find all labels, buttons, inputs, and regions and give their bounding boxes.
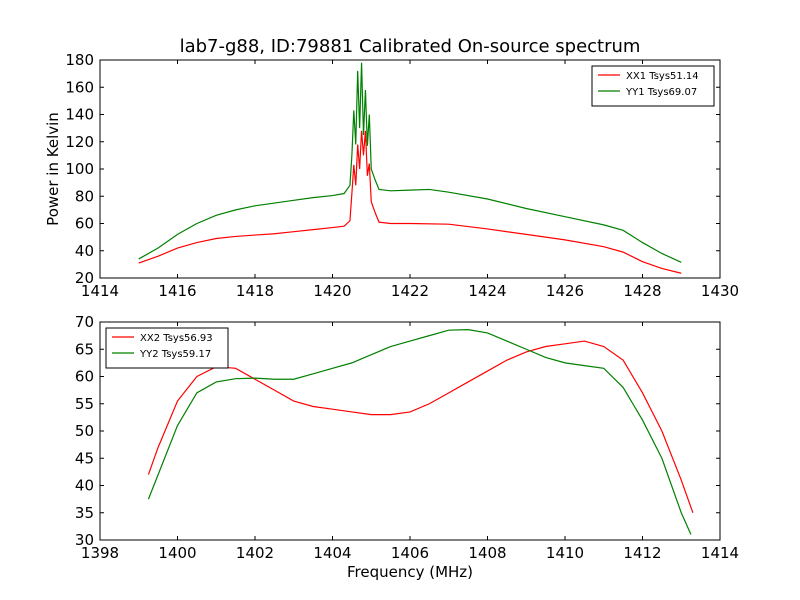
series-line-1: [147, 340, 694, 513]
legend: XX2 Tsys56.93 YY2 Tsys59.17: [105, 327, 229, 369]
x-tick-label: 1424: [468, 282, 506, 300]
y-tick-label: 65: [75, 340, 94, 358]
chart-panel-1: 1414 1416 1418 1420 1422 1424 1426 1428 1430 20 40…: [44, 36, 739, 300]
y-tick-label: 160: [65, 78, 94, 96]
x-tick-label: 1420: [313, 282, 351, 300]
y-tick-label: 70: [75, 313, 94, 331]
y-tick-label: 20: [75, 269, 94, 287]
y-tick-label: 30: [75, 531, 94, 549]
x-axis-label: Frequency (MHz): [347, 563, 473, 581]
x-tick-label: 1408: [468, 544, 506, 562]
legend-box: [591, 65, 715, 107]
y-tick-label: 50: [75, 422, 94, 440]
series-line-1: [138, 130, 682, 274]
x-tick-label: 1428: [623, 282, 661, 300]
x-tick-label: 1430: [701, 282, 739, 300]
y-tick-label: 45: [75, 449, 94, 467]
x-tick-label: 1414: [701, 544, 739, 562]
x-tick-label: 1410: [546, 544, 584, 562]
legend-label: XX1 Tsys51.14: [626, 71, 699, 82]
x-tick-label: 1404: [313, 544, 351, 562]
x-tick-label: 1400: [158, 544, 196, 562]
y-tick-label: 180: [65, 51, 94, 69]
y-tick-label: 40: [75, 477, 94, 495]
x-tick-label: 1418: [236, 282, 274, 300]
y-tick-label: 60: [75, 215, 94, 233]
x-tick-label: 1402: [236, 544, 274, 562]
y-tick-label: 120: [65, 133, 94, 151]
x-tick-label: 1406: [391, 544, 429, 562]
y-tick-label: 80: [75, 187, 94, 205]
y-tick-label: 60: [75, 368, 94, 386]
x-tick-label: 1412: [623, 544, 661, 562]
x-tick-label: 1398: [81, 544, 119, 562]
y-tick-label: 100: [65, 160, 94, 178]
series-line-2: [138, 62, 682, 263]
y-tick-label: 40: [75, 242, 94, 260]
legend-label: YY1 Tsys69.07: [625, 87, 697, 98]
chart-title: lab7-g88, ID:79881 Calibrated On-source …: [180, 36, 641, 57]
chart-panel-2: 1398 1400 1402 1404 1406 1408 1410 1412 1414 30 35…: [75, 313, 739, 581]
legend: XX1 Tsys51.14 YY1 Tsys69.07: [591, 65, 715, 107]
x-tick-label: 1414: [81, 282, 119, 300]
legend-label: YY2 Tsys59.17: [139, 349, 211, 360]
legend-label: XX2 Tsys56.93: [140, 333, 213, 344]
x-tick-label: 1422: [391, 282, 429, 300]
y-tick-label: 140: [65, 106, 94, 124]
y-tick-label: 35: [75, 504, 94, 522]
x-tick-label: 1416: [158, 282, 196, 300]
legend-box: [105, 327, 229, 369]
series-line-2: [147, 329, 692, 535]
y-axis-label: Power in Kelvin: [44, 112, 62, 226]
x-tick-label: 1426: [546, 282, 584, 300]
y-tick-label: 55: [75, 395, 94, 413]
